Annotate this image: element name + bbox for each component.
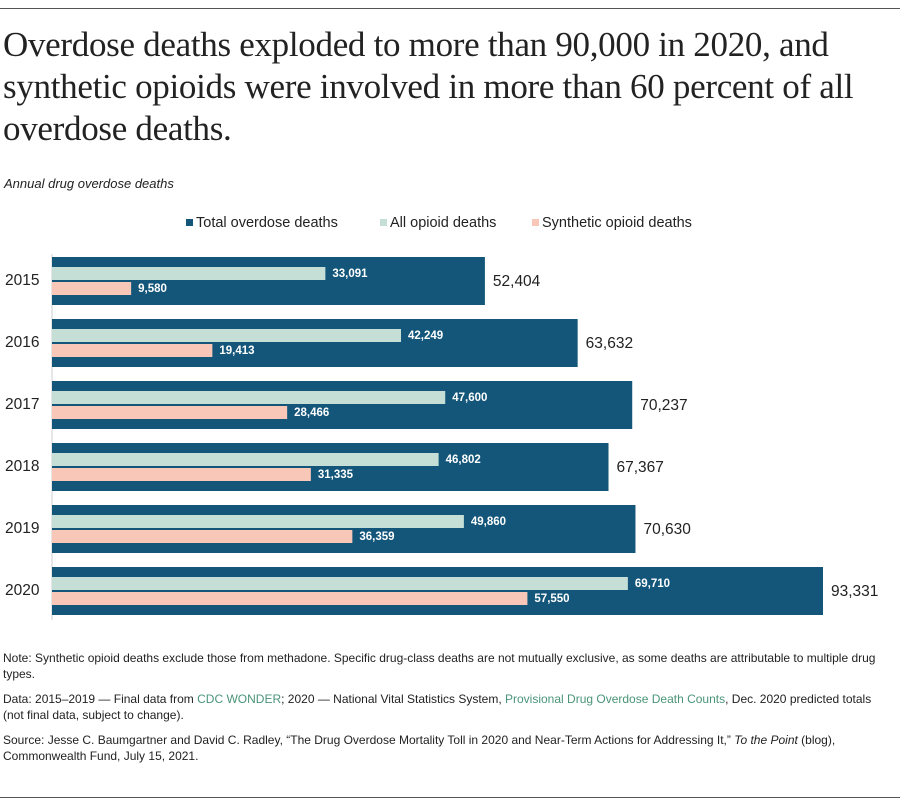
y-tick-label: 2018 [5,458,39,475]
y-tick-label: 2016 [5,334,39,351]
value-label: 70,237 [640,397,687,414]
value-label: 67,367 [617,459,664,476]
value-label: 63,632 [586,335,633,352]
text: Data: 2015–2019 — Final data from [3,692,198,706]
y-tick-label: 2015 [5,272,39,289]
value-label: 33,091 [332,268,368,280]
bar [52,406,288,419]
legend-label: Synthetic opioid deaths [542,215,692,231]
value-label: 47,600 [452,392,487,404]
bar [52,577,628,590]
bar [52,453,439,466]
text: , Dec. 2020 predicted totals (not final … [3,692,872,722]
source-note: Source: Jesse C. Baumgartner and David C… [3,732,888,764]
bar [52,282,132,295]
data-note: Data: 2015–2019 — Final data from CDC WO… [3,691,888,723]
text: (blog), Commonwealth Fund, July 15, 2021… [3,733,836,763]
bar [52,530,353,543]
text: To the Point [734,733,798,747]
text: ; 2020 — National Vital Statistics Syste… [281,692,505,706]
bar [52,567,823,615]
bar [52,344,213,357]
y-tick-label: 2017 [5,396,39,413]
bottom-rule [0,797,900,798]
legend-swatch [532,219,539,226]
value-label: 70,630 [643,521,691,538]
legend-swatch [186,219,193,226]
bar [52,319,578,367]
bar [52,329,402,342]
value-label: 46,802 [446,454,481,466]
value-label: 52,404 [493,273,541,290]
value-label: 69,710 [635,578,670,590]
value-label: 49,860 [471,516,506,528]
note: Note: Synthetic opioid deaths exclude th… [3,651,876,681]
value-label: 57,550 [534,593,569,605]
bar [52,592,528,605]
chart-subtitle: Annual drug overdose deaths [4,176,174,191]
chart: Total overdose deaths All opioid deaths Sy… [5,215,878,620]
link[interactable]: CDC WONDER [197,692,282,706]
value-label: 36,359 [359,531,394,543]
chart-title: Overdose deaths exploded to more than 90… [3,25,854,148]
bar [52,257,485,305]
bar [52,381,633,429]
bar [52,505,636,553]
link[interactable]: Provisional Drug Overdose Death Counts [505,692,726,706]
bar [52,391,446,404]
bar [52,515,464,528]
value-label: 19,413 [219,345,254,357]
bar [52,443,609,491]
legend-swatch [380,219,387,226]
bar [52,468,311,481]
y-tick-label: 2019 [5,520,39,537]
bar [52,267,326,280]
value-label: 28,466 [294,407,329,419]
notes: Note: Synthetic opioid deaths exclude th… [3,650,888,773]
text: Source: Jesse C. Baumgartner and David C… [3,733,735,747]
legend-label: All opioid deaths [390,215,496,231]
value-label: 9,580 [138,283,167,295]
value-label: 31,335 [318,469,354,481]
top-rule [0,8,900,9]
y-tick-label: 2020 [5,582,40,599]
value-label: 93,331 [831,583,878,600]
legend-label: Total overdose deaths [196,215,338,231]
value-label: 42,249 [408,330,443,342]
